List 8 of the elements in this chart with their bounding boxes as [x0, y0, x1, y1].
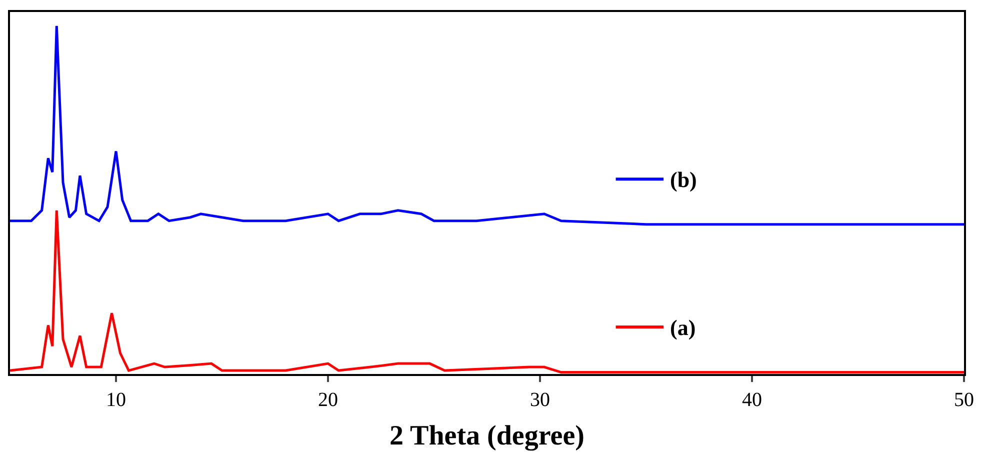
legend-label: (a): [670, 315, 696, 340]
x-tick-label: 40: [742, 389, 762, 411]
x-tick-label: 20: [318, 389, 338, 411]
x-tick-label: 10: [106, 389, 126, 411]
x-axis-title: 2 Theta (degree): [390, 420, 584, 452]
legend-label: (b): [670, 167, 697, 192]
x-tick-label: 30: [530, 389, 550, 411]
x-tick-label: 50: [954, 389, 974, 411]
